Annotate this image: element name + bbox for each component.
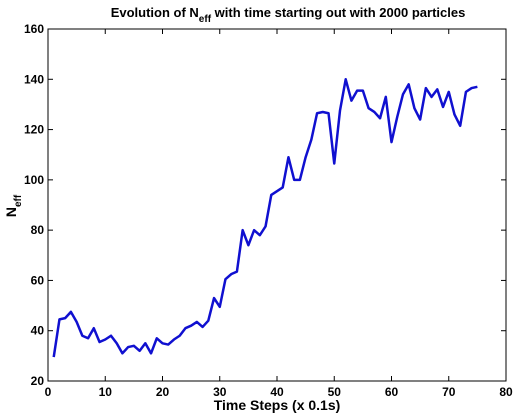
x-tick-label: 0 xyxy=(45,385,52,399)
x-tick-label: 50 xyxy=(328,385,342,399)
x-axis: 0 10 20 30 40 50 60 70 80 xyxy=(45,29,513,399)
x-tick-label: 60 xyxy=(385,385,399,399)
x-tick-label: 20 xyxy=(156,385,170,399)
y-tick-label: 140 xyxy=(24,72,44,86)
neff-series-line xyxy=(52,78,478,358)
y-tick-label: 60 xyxy=(31,273,45,287)
y-axis-label: Neff xyxy=(3,194,24,217)
y-tick-label: 100 xyxy=(24,173,44,187)
y-tick-label: 20 xyxy=(31,374,45,388)
y-axis: 20 40 60 80 100 120 140 160 xyxy=(24,22,506,388)
x-axis-label: Time Steps (x 0.1s) xyxy=(214,397,341,413)
chart-title: Evolution of Neff with time starting out… xyxy=(111,5,466,25)
y-tick-label: 80 xyxy=(31,223,45,237)
x-tick-label: 70 xyxy=(442,385,456,399)
y-tick-label: 120 xyxy=(24,123,44,137)
y-tick-label: 160 xyxy=(24,22,44,36)
y-tick-label: 40 xyxy=(31,324,45,338)
x-tick-label: 10 xyxy=(99,385,113,399)
x-tick-label: 40 xyxy=(270,385,284,399)
x-tick-label: 30 xyxy=(213,385,227,399)
x-tick-label: 80 xyxy=(499,385,513,399)
plot-area xyxy=(47,28,507,382)
